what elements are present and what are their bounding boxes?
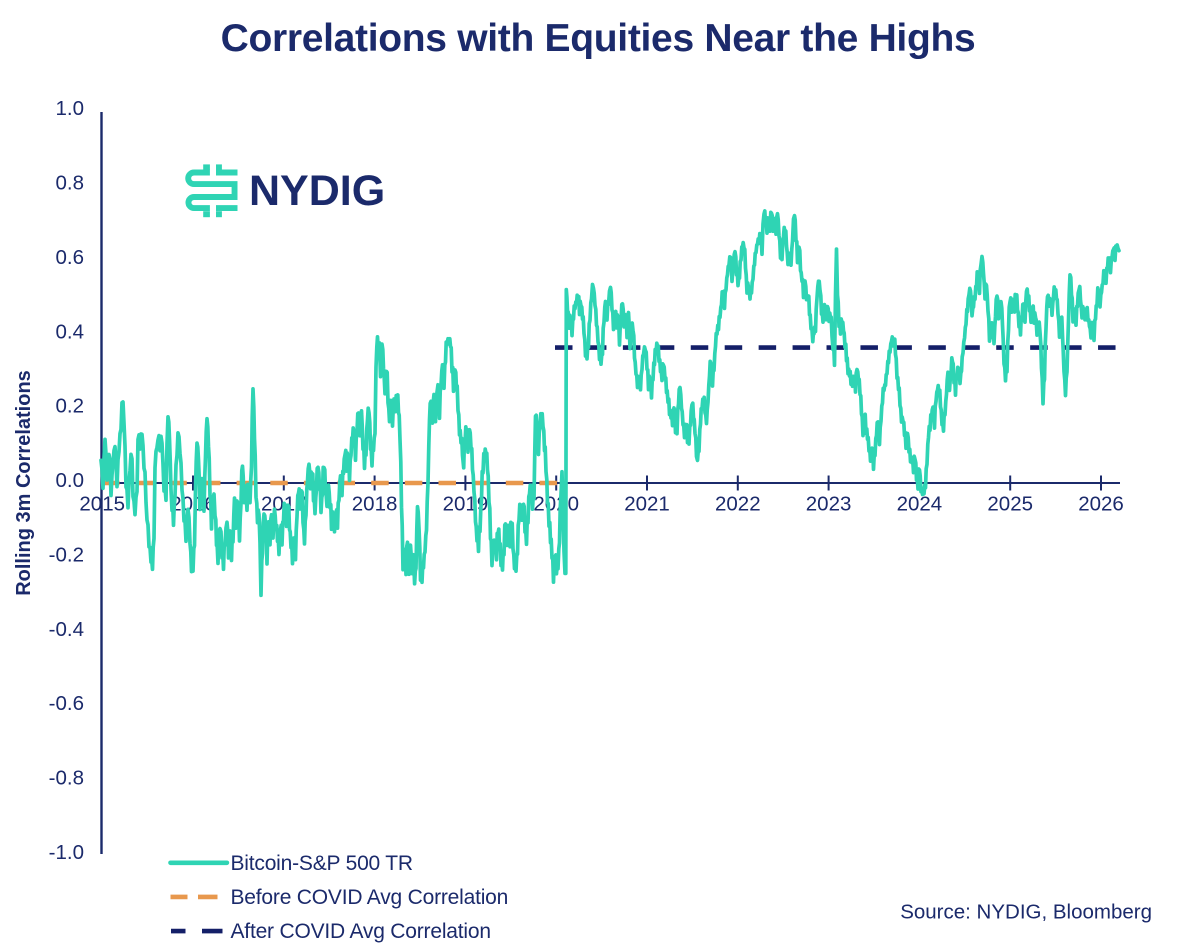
svg-text:NYDIG: NYDIG [249,167,385,215]
svg-text:-0.8: -0.8 [49,767,84,790]
svg-text:-0.6: -0.6 [49,692,84,715]
svg-text:Before COVID Avg Correlation: Before COVID Avg Correlation [231,886,509,909]
svg-text:After COVID Avg Correlation: After COVID Avg Correlation [231,920,491,943]
svg-text:-0.4: -0.4 [49,618,84,641]
svg-text:0.4: 0.4 [56,320,85,343]
svg-text:Correlations with Equities Nea: Correlations with Equities Near the High… [221,17,976,60]
svg-text:2022: 2022 [715,493,761,516]
svg-text:-0.2: -0.2 [49,544,84,567]
svg-text:2015: 2015 [79,493,125,516]
svg-text:2024: 2024 [897,493,943,516]
svg-text:0.8: 0.8 [56,172,85,195]
svg-text:1.0: 1.0 [56,97,85,120]
svg-text:2025: 2025 [987,493,1033,516]
svg-text:2026: 2026 [1078,493,1124,516]
svg-text:2020: 2020 [533,493,579,516]
svg-text:Rolling 3m Correlations: Rolling 3m Correlations [13,370,35,596]
svg-text:0.6: 0.6 [56,246,85,269]
svg-text:0.2: 0.2 [56,395,85,418]
svg-text:Source: NYDIG, Bloomberg: Source: NYDIG, Bloomberg [900,901,1152,924]
svg-text:Bitcoin-S&P 500 TR: Bitcoin-S&P 500 TR [231,852,413,875]
svg-text:-1.0: -1.0 [49,841,84,864]
svg-text:0.0: 0.0 [56,469,85,492]
svg-text:2023: 2023 [806,493,852,516]
svg-text:2018: 2018 [352,493,398,516]
svg-text:2021: 2021 [624,493,670,516]
